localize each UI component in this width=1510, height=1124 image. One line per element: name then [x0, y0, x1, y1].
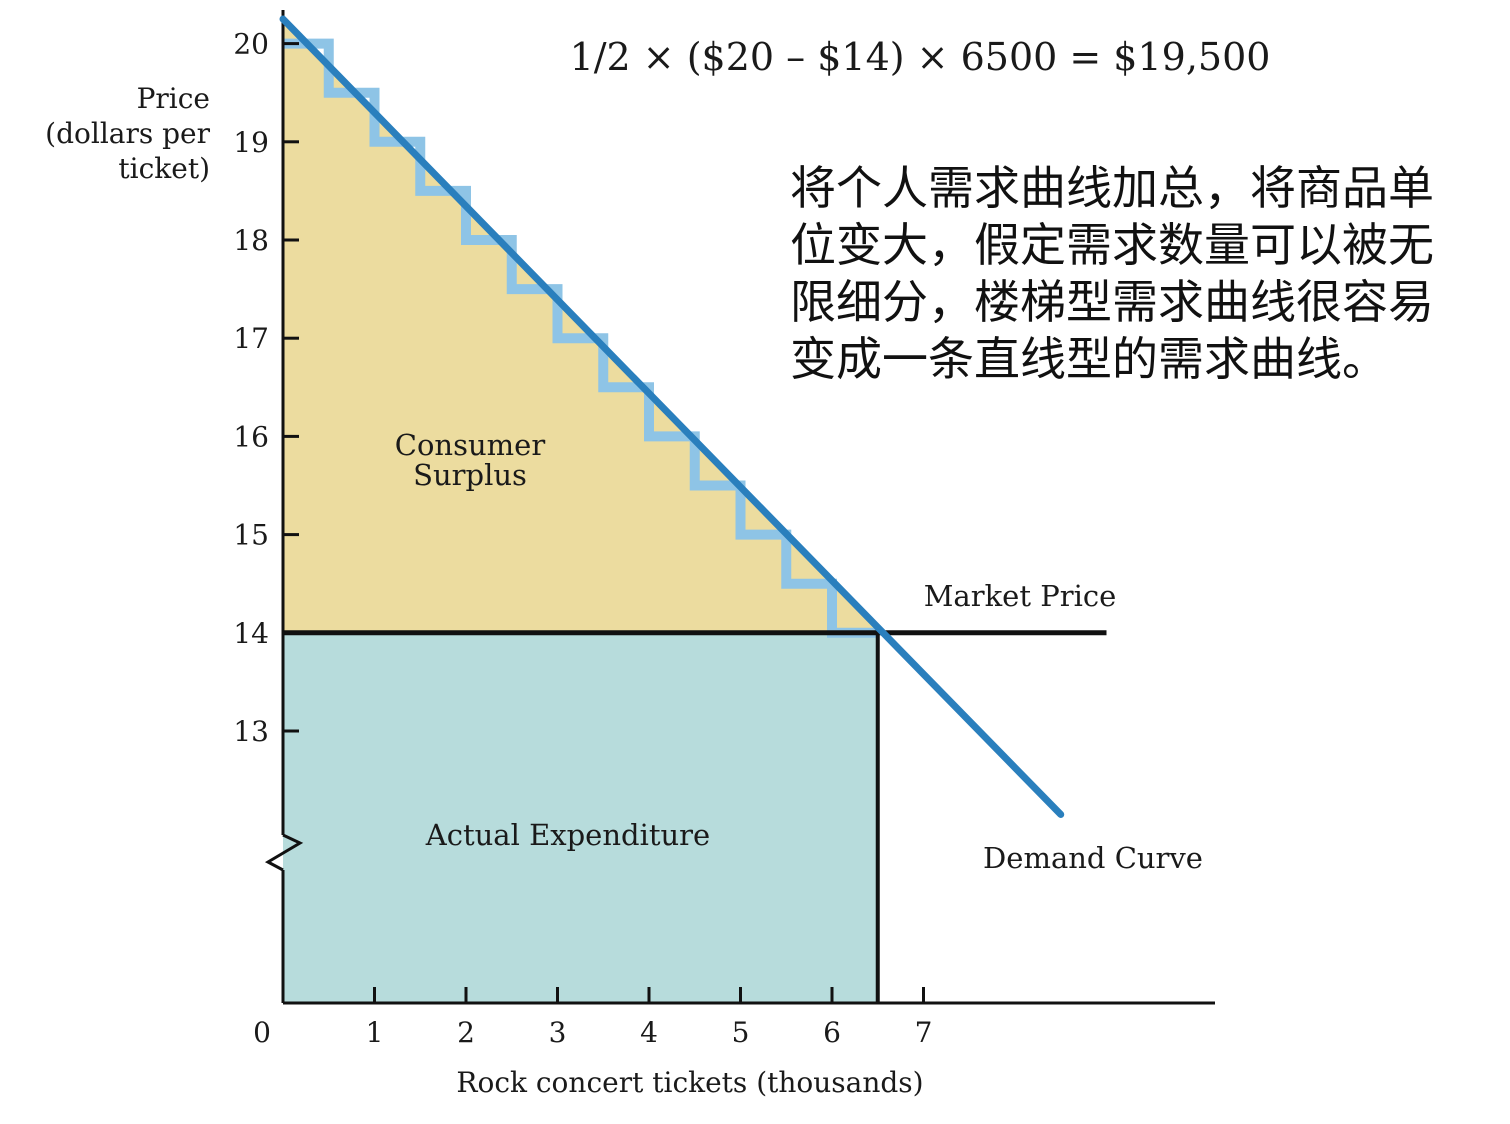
chinese-annotation: 将个人需求曲线加总，将商品单 位变大，假定需求数量可以被无 限细分，楼梯型需求曲… [790, 160, 1500, 388]
y-axis-title-line-1: Price [137, 82, 210, 115]
x-tick-label: 0 [253, 1016, 271, 1049]
y-axis-title-line-2: (dollars per [45, 117, 210, 150]
x-tick-label: 4 [640, 1016, 658, 1049]
actual-expenditure-label: Actual Expenditure [425, 818, 710, 852]
demand-curve-label: Demand Curve [983, 841, 1203, 875]
y-tick-label: 19 [233, 126, 269, 159]
chart-title-formula: 1/2 × ($20 – $14) × 6500 = $19,500 [570, 35, 1271, 79]
annotation-line-2: 位变大，假定需求数量可以被无 [790, 218, 1434, 272]
y-axis-title-line-3: ticket) [118, 152, 210, 185]
consumer-surplus-label-1: Consumer [395, 428, 546, 462]
x-tick-label: 6 [823, 1016, 841, 1049]
annotation-line-4: 变成一条直线型的需求曲线。 [790, 332, 1388, 386]
y-tick-label: 13 [233, 715, 269, 748]
y-tick-label: 14 [233, 617, 269, 650]
x-tick-label: 2 [457, 1016, 475, 1049]
annotation-line-1: 将个人需求曲线加总，将商品单 [790, 161, 1434, 215]
x-tick-label: 5 [732, 1016, 750, 1049]
x-tick-label: 1 [366, 1016, 384, 1049]
consumer-surplus-label-2: Surplus [413, 458, 527, 492]
y-axis-break [264, 833, 304, 872]
y-tick-label: 15 [233, 519, 269, 552]
y-tick-label: 16 [233, 420, 269, 453]
market-price-label: Market Price [924, 579, 1117, 613]
staircase-demand-curve [283, 38, 878, 638]
annotation-line-3: 限细分，楼梯型需求曲线很容易 [790, 275, 1434, 329]
y-tick-label: 20 [233, 28, 269, 61]
actual-expenditure-region [283, 632, 878, 1003]
x-tick-label: 3 [549, 1016, 567, 1049]
x-axis-title: Rock concert tickets (thousands) [456, 1066, 923, 1099]
y-tick-label: 17 [233, 322, 269, 355]
x-tick-label: 7 [915, 1016, 933, 1049]
demand-curve-line [279, 15, 1065, 818]
y-tick-label: 18 [233, 224, 269, 257]
